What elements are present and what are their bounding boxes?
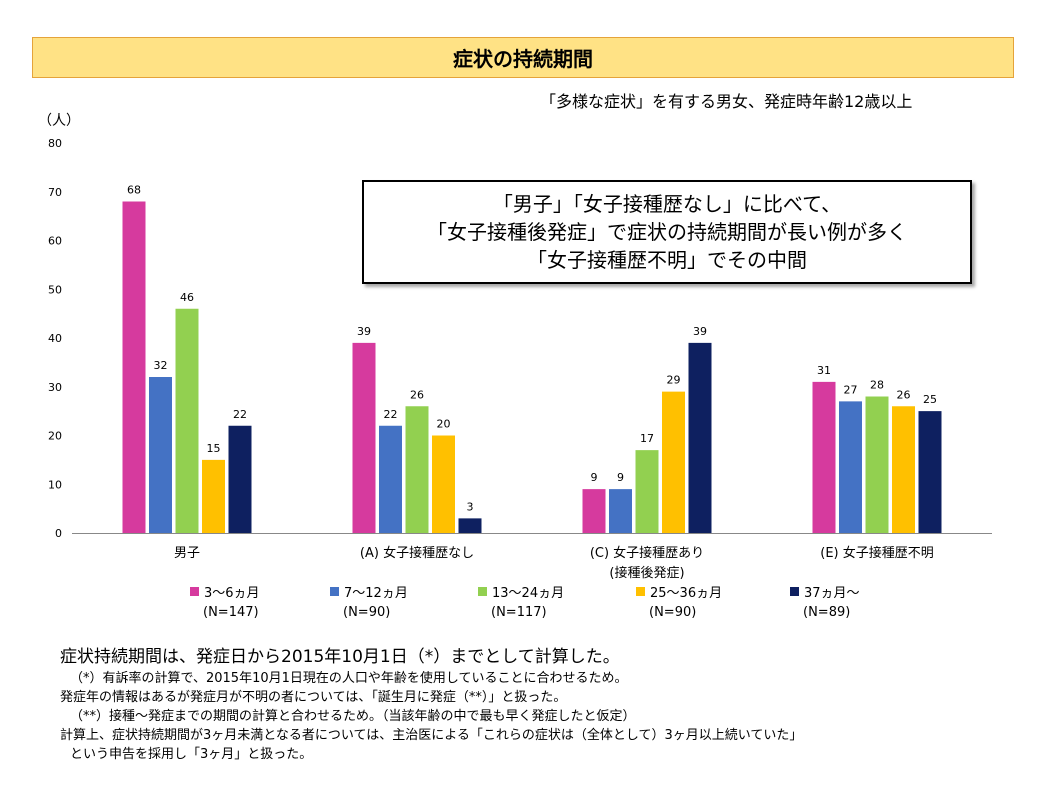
bar	[635, 450, 659, 533]
x-category-label: (E) 女子接種歴不明	[820, 545, 934, 561]
note-4: 計算上、症状持続期間が3ヶ月未満となる者については、主治医による「これらの症状は…	[60, 728, 803, 743]
legend-n-label: (N=117)	[491, 605, 547, 620]
chart-title: 症状の持続期間	[453, 47, 593, 71]
note-5: という申告を採用し「3ヶ月」と扱った。	[70, 747, 313, 762]
bar	[405, 406, 429, 533]
data-label: 31	[817, 364, 831, 377]
bar	[662, 391, 685, 533]
note-2: 発症年の情報はあるが発症月が不明の者については、「誕生月に発症（**）」と扱った…	[60, 690, 567, 705]
bar	[892, 406, 915, 533]
callout-box: 「男子」「女子接種歴なし」に比べて、 「女子接種後発症」で症状の持続期間が長い例…	[362, 180, 972, 284]
legend-series-name: 7〜12ヵ月	[344, 586, 408, 601]
data-label: 3	[467, 500, 474, 513]
x-category-sublabel: (接種後発症)	[609, 565, 684, 581]
legend-item: 25〜36ヵ月 (N=90)	[636, 582, 722, 620]
legend-item: 7〜12ヵ月 (N=90)	[330, 582, 408, 620]
legend-series-name: 3〜6ヵ月	[204, 586, 260, 601]
data-label: 25	[923, 393, 937, 406]
y-tick-label: 50	[48, 283, 62, 296]
legend-item: 13〜24ヵ月 (N=117)	[478, 582, 564, 620]
y-tick-label: 70	[48, 186, 62, 199]
data-label: 29	[667, 374, 681, 387]
data-label: 39	[357, 325, 371, 338]
x-category-label: (C) 女子接種歴あり	[590, 545, 704, 561]
legend-series-name: 13〜24ヵ月	[492, 586, 565, 601]
data-label: 32	[154, 359, 168, 372]
callout-line-1: 「男子」「女子接種歴なし」に比べて、	[492, 192, 842, 216]
data-label: 39	[693, 325, 707, 338]
bar	[149, 377, 172, 533]
y-tick-label: 0	[55, 527, 62, 540]
bar	[865, 396, 889, 533]
data-label: 46	[180, 291, 194, 304]
bar	[379, 425, 402, 533]
y-tick-label: 30	[48, 381, 62, 394]
bar	[202, 459, 225, 533]
data-label: 20	[437, 418, 451, 431]
legend-swatch	[190, 587, 199, 596]
data-label: 15	[207, 442, 221, 455]
y-axis-unit-label: （人）	[38, 113, 80, 129]
legend-n-label: (N=147)	[203, 605, 259, 620]
legend-series-name: 25〜36ヵ月	[650, 586, 723, 601]
chart-title-banner: 症状の持続期間	[32, 37, 1014, 78]
legend-n-label: (N=90)	[649, 605, 697, 620]
bar	[582, 489, 606, 533]
bar	[688, 342, 712, 533]
data-label: 17	[640, 432, 654, 445]
data-label: 22	[233, 408, 247, 421]
data-label: 68	[127, 184, 141, 197]
legend-swatch	[330, 587, 339, 596]
data-label: 28	[870, 379, 884, 392]
legend-item: 37ヵ月〜 (N=89)	[790, 582, 860, 620]
footnotes: 症状持続期間は、発症日から2015年10月1日（*）までとして計算した。 （*）…	[60, 645, 1030, 764]
bar	[228, 425, 252, 533]
y-tick-label: 10	[48, 478, 62, 491]
chart-subtitle: 「多様な症状」を有する男女、発症時年齢12歳以上	[540, 92, 913, 111]
callout-line-3: 「女子接種歴不明」でその中間	[527, 248, 807, 272]
legend-item: 3〜6ヵ月 (N=147)	[190, 582, 260, 620]
data-label: 26	[410, 388, 424, 401]
note-main: 症状持続期間は、発症日から2015年10月1日（*）までとして計算した。	[60, 647, 620, 667]
data-label: 9	[617, 471, 624, 484]
y-tick-label: 80	[48, 137, 62, 150]
y-tick-label: 40	[48, 332, 62, 345]
bar	[352, 342, 376, 533]
bar	[432, 435, 455, 533]
data-label: 27	[844, 383, 858, 396]
bar	[812, 381, 836, 533]
bar	[918, 411, 942, 533]
chart-legend: 3〜6ヵ月 (N=147) 7〜12ヵ月 (N=90) 13〜24ヵ月 (N=117) 25…	[0, 580, 1041, 630]
bar	[175, 308, 199, 533]
legend-n-label: (N=90)	[343, 605, 391, 620]
x-category-label: 男子	[174, 546, 200, 561]
data-label: 26	[897, 388, 911, 401]
note-1: （*）有訴率の計算で、2015年10月1日現在の人口や年齢を使用していることに合…	[70, 671, 628, 686]
legend-swatch	[790, 587, 799, 596]
data-label: 9	[591, 471, 598, 484]
callout-line-2: 「女子接種後発症」で症状の持続期間が長い例が多く	[427, 220, 907, 244]
bar	[122, 201, 146, 533]
legend-swatch	[478, 587, 487, 596]
note-3: （**）接種〜発症までの期間の計算と合わせるため。（当該年齢の中で最も早く発症し…	[70, 709, 636, 724]
bar	[839, 401, 862, 533]
x-category-label: (A) 女子接種歴なし	[360, 545, 474, 561]
y-tick-label: 60	[48, 235, 62, 248]
data-label: 22	[384, 408, 398, 421]
y-tick-label: 20	[48, 430, 62, 443]
legend-n-label: (N=89)	[803, 605, 851, 620]
legend-swatch	[636, 587, 645, 596]
bar-chart: 0 10 20 30 40 50 60 70 80 68 32 46 15 22 男子 39 22 26 20 3 (A…	[48, 137, 992, 581]
bar	[458, 518, 482, 533]
legend-series-name: 37ヵ月〜	[804, 586, 860, 601]
bar	[609, 489, 632, 533]
